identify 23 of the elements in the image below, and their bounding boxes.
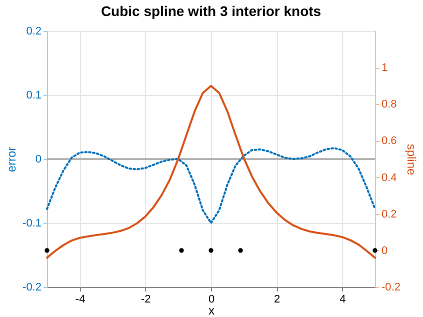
y-tick-label: -0.2	[22, 282, 42, 294]
y2-tick-label: 0.6	[382, 135, 397, 148]
y-tick-label: 0.1	[26, 90, 42, 102]
x-tick-label: 0	[208, 294, 215, 306]
x-tick-label: 2	[274, 294, 280, 306]
y2-tick-label: 0	[382, 244, 388, 257]
x-tick-label: -2	[141, 294, 151, 306]
y2-tick-label: 0.8	[382, 98, 397, 111]
x-tick-label: 4	[340, 294, 346, 306]
y2-tick-label: 0.2	[382, 208, 397, 220]
y-tick-label: 0.2	[26, 26, 42, 38]
chart-title: Cubic spline with 3 interior knots	[100, 3, 322, 19]
y2-tick-label: -0.2	[382, 282, 400, 294]
y2-tick-label: 1	[382, 62, 388, 74]
x-axis-title: x	[208, 304, 214, 317]
y-axis-title: error	[4, 146, 19, 172]
line-series	[46, 147, 376, 224]
line-series	[46, 84, 376, 259]
y2-axis-title: spline	[404, 144, 418, 176]
y2-tick-label: 0.4	[382, 172, 397, 184]
y-tick-label: -0.1	[22, 218, 42, 230]
x-tick-label: -4	[75, 294, 86, 306]
y-tick-label: 0	[35, 154, 42, 166]
